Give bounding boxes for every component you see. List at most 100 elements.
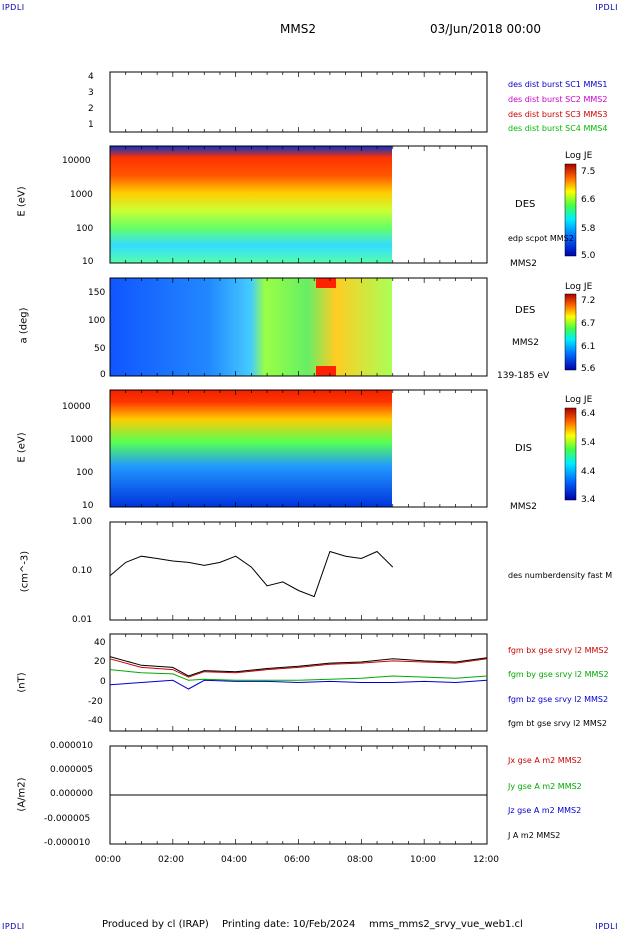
p4-ytick-10: 10 (82, 501, 94, 511)
p6-ytick-m20: -20 (88, 697, 103, 707)
p7-ytick-4: -0.000010 (44, 838, 91, 848)
p1-ytick-1: 1 (88, 120, 94, 130)
spacecraft-title: MMS2 (280, 22, 316, 36)
p3-ytick-50: 50 (94, 344, 106, 354)
corner-mark-tr: IPDLI (595, 3, 618, 12)
p4-cbar-tick-3: 3.4 (581, 495, 596, 505)
p1-ytick-2: 2 (88, 104, 94, 114)
p1-ytick-4: 4 (88, 72, 94, 82)
density-line (109, 550, 394, 598)
p3-cbar-tick-3: 5.6 (581, 364, 596, 374)
p2-label-scpot: edp scpot MMS2 (508, 234, 574, 243)
p3-cbar-tick-0: 7.2 (581, 296, 596, 306)
p3-cbar-tick-1: 6.7 (581, 319, 596, 329)
p4-ytick-1000: 1000 (70, 435, 93, 445)
xtick-1000: 10:00 (410, 855, 436, 865)
date-title: 03/Jun/2018 00:00 (430, 22, 542, 36)
bfield-line-0 (109, 658, 488, 678)
p4-cbar-tick-2: 4.4 (581, 467, 596, 477)
bfield-line-2 (109, 679, 488, 690)
p3-ytick-100: 100 (88, 316, 106, 326)
p3-label-des: DES (515, 305, 536, 316)
p2-cbar-tick-3: 5.0 (581, 251, 596, 261)
bfield-line-1 (109, 669, 488, 681)
p2-ytick-10: 10 (82, 257, 94, 267)
p2-cbar-tick-2: 5.8 (581, 224, 596, 234)
bfield-line-3 (109, 656, 488, 677)
p4-cbar-tick-0: 6.4 (581, 409, 596, 419)
p7-ytick-3: -0.000005 (44, 814, 91, 824)
p3-cbar-tick-2: 6.1 (581, 342, 596, 352)
p5-label-density: des numberdensity fast M (508, 571, 613, 580)
p7-ytick-1: 0.000005 (50, 765, 93, 775)
panel1-frame (109, 71, 488, 133)
p5-ylabel: (cm^-3) (19, 550, 31, 593)
p3-cbar-title: Log JE (565, 282, 593, 292)
p7-legend-jz: Jz gse A m2 MMS2 (508, 806, 582, 815)
xtick-0000: 00:00 (95, 855, 121, 865)
corner-mark-br: IPDLI (595, 922, 618, 931)
density-line-group (109, 550, 394, 598)
footer-produced: Produced by cl (IRAP) (102, 919, 209, 930)
p6-ylabel: (nT) (16, 672, 28, 693)
p2-cbar-tick-0: 7.5 (581, 167, 596, 177)
panel5-frame (109, 521, 488, 621)
corner-mark-bl: IPDLI (2, 922, 25, 931)
p7-ylabel: (A/m2) (16, 777, 28, 812)
axis-ticks-group (109, 72, 488, 844)
p7-legend-jy: Jy gse A m2 MMS2 (508, 782, 582, 791)
p4-cbar-title: Log JE (565, 395, 593, 405)
xtick-0400: 04:00 (221, 855, 247, 865)
bfield-lines-group (109, 656, 488, 690)
p4-ytick-100: 100 (76, 468, 94, 478)
p2-ytick-100: 100 (76, 224, 94, 234)
p6-legend-by: fgm by gse srvy l2 MMS2 (508, 670, 609, 679)
p1-ytick-3: 3 (88, 88, 94, 98)
corner-mark-tl: IPDLI (2, 3, 25, 12)
p4-label-mms2: MMS2 (510, 502, 537, 512)
p4-ytick-10000: 10000 (62, 402, 91, 412)
panel2-spectrogram (110, 146, 392, 263)
footer-printing: Printing date: 10/Feb/2024 (222, 919, 356, 930)
xtick-0800: 08:00 (347, 855, 373, 865)
p5-ytick-1: 1.00 (72, 517, 93, 527)
p6-legend-bt: fgm bt gse srvy l2 MMS2 (508, 719, 607, 728)
p6-ytick-20: 20 (94, 657, 106, 667)
p5-ytick-01: 0.10 (72, 566, 93, 576)
colorbar-p2 (564, 163, 577, 257)
xtick-0600: 06:00 (284, 855, 310, 865)
p2-cbar-tick-1: 6.6 (581, 195, 596, 205)
p2-ytick-10000: 10000 (62, 156, 91, 166)
p3-label-mms2: MMS2 (512, 338, 539, 348)
p4-cbar-tick-1: 5.4 (581, 438, 596, 448)
xtick-0200: 02:00 (158, 855, 184, 865)
p6-ytick-0: 0 (100, 677, 106, 687)
p3-ytick-150: 150 (88, 288, 106, 298)
p1-legend-1: des dist burst SC1 MMS1 (508, 80, 608, 89)
p6-ytick-m40: -40 (88, 716, 103, 726)
panel3-hot-top (316, 278, 336, 288)
colorbar-p4 (564, 407, 577, 501)
p7-ytick-0: 0.000010 (50, 741, 93, 751)
p1-legend-4: des dist burst SC4 MMS4 (508, 124, 608, 133)
p7-legend-jx: Jx gse A m2 MMS2 (508, 756, 582, 765)
p1-legend-2: des dist burst SC2 MMS2 (508, 95, 608, 104)
p2-cbar-title: Log JE (565, 151, 593, 161)
panel3-hot-bottom (316, 366, 336, 376)
p1-legend-3: des dist burst SC3 MMS3 (508, 110, 608, 119)
panel3-pitch-angle (110, 278, 392, 376)
p4-label-dis: DIS (515, 443, 532, 454)
colorbar-p3 (564, 293, 577, 371)
panel4-spectrogram (110, 390, 392, 507)
p6-legend-bx: fgm bx gse srvy l2 MMS2 (508, 646, 609, 655)
footer-file: mms_mms2_srvy_vue_web1.cl (369, 919, 523, 930)
p3-ylabel: a (deg) (18, 307, 30, 344)
p4-ylabel: E (eV) (16, 432, 28, 463)
p3-ytick-0: 0 (100, 370, 106, 380)
p2-ylabel: E (eV) (16, 186, 28, 217)
p7-ytick-2: 0.000000 (50, 789, 93, 799)
p2-ytick-1000: 1000 (70, 190, 93, 200)
p6-ytick-40: 40 (94, 638, 106, 648)
p2-label-des: DES (515, 199, 536, 210)
